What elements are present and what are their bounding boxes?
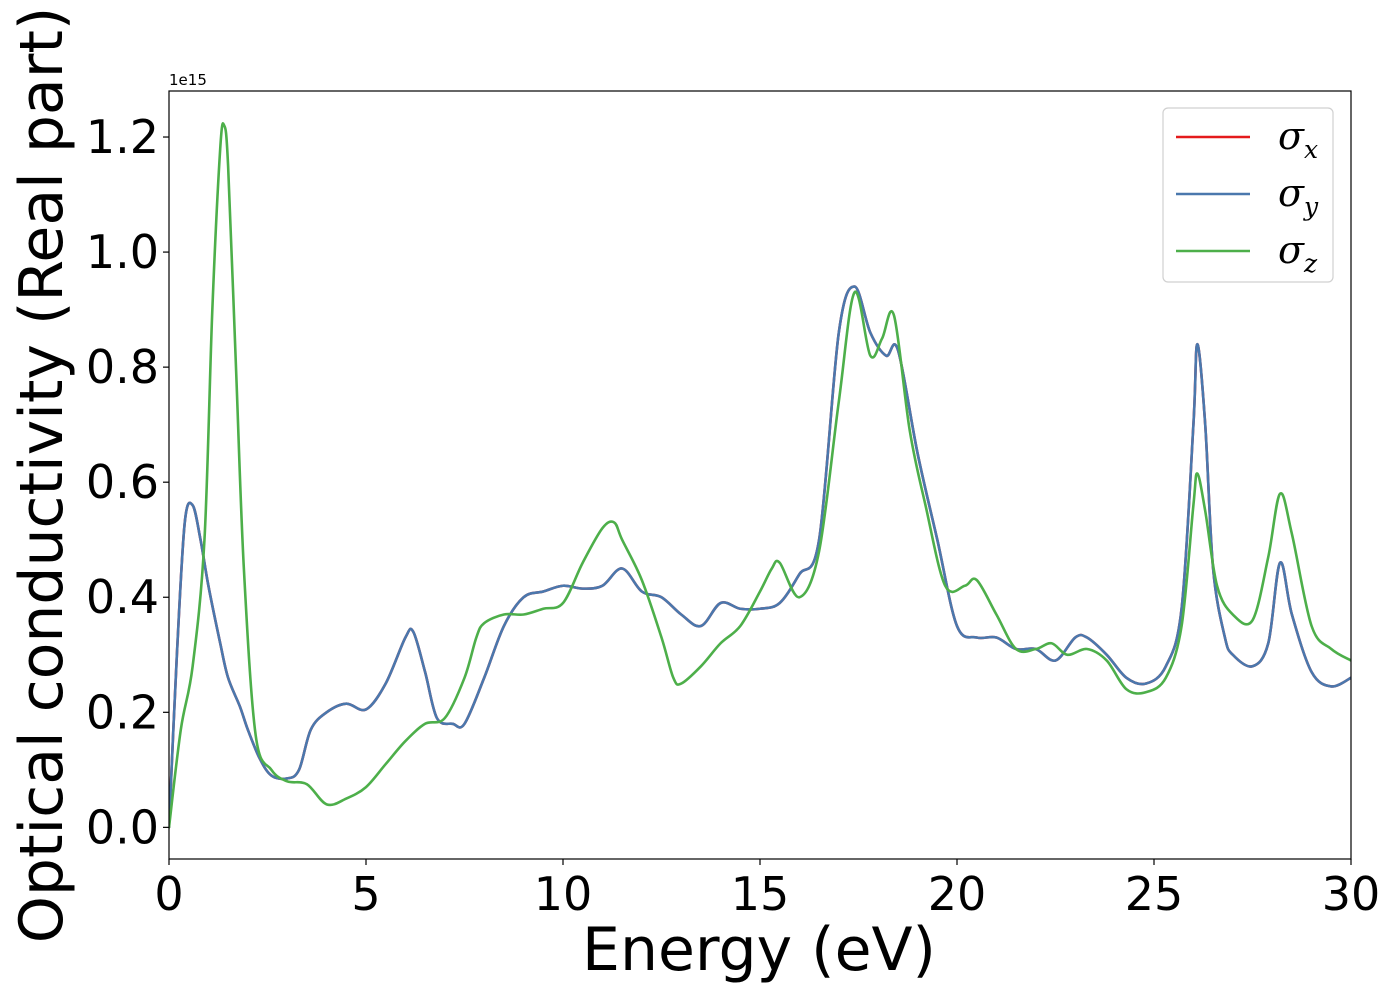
series-line-y [169, 285, 1351, 829]
y-tick-label: 0.8 [86, 340, 159, 394]
x-tick-label: 15 [731, 867, 790, 921]
legend-symbol: σ [1278, 114, 1305, 158]
y-tick-label: 0.0 [86, 800, 159, 854]
y-axis-ticks: 0.0 0.2 0.4 0.6 0.8 1.0 1.2 [86, 110, 169, 854]
x-tick-label: 20 [928, 867, 987, 921]
y-axis-offset-label: 1e15 [169, 71, 207, 89]
y-tick-label: 0.4 [86, 570, 159, 624]
y-tick-label: 0.2 [86, 685, 159, 739]
legend-label-z: σz [1278, 228, 1318, 278]
x-tick-label: 30 [1322, 867, 1381, 921]
series-line-x [169, 285, 1351, 829]
legend-label-x: σx [1278, 114, 1318, 164]
plot-area [169, 122, 1351, 829]
plot-frame [168, 90, 1352, 860]
series-line-z [169, 122, 1351, 829]
x-tick-label: 0 [154, 867, 183, 921]
y-tick-label: 1.2 [86, 110, 159, 164]
legend-subscript: x [1304, 135, 1318, 164]
x-tick-label: 10 [534, 867, 593, 921]
legend-symbol: σ [1278, 171, 1305, 215]
y-tick-label: 1.0 [86, 225, 159, 279]
y-tick-label: 0.6 [86, 455, 159, 509]
x-axis-title: Energy (eV) [582, 915, 936, 985]
legend-subscript: y [1303, 192, 1319, 221]
x-axis-ticks: 0 5 10 15 20 25 30 [154, 859, 1380, 921]
x-tick-label: 25 [1125, 867, 1184, 921]
y-axis-title: Optical conductivity (Real part) [7, 7, 77, 944]
legend-subscript: z [1303, 249, 1318, 278]
x-tick-label: 5 [351, 867, 380, 921]
legend-label-y: σy [1278, 171, 1319, 221]
legend-symbol: σ [1278, 228, 1305, 272]
